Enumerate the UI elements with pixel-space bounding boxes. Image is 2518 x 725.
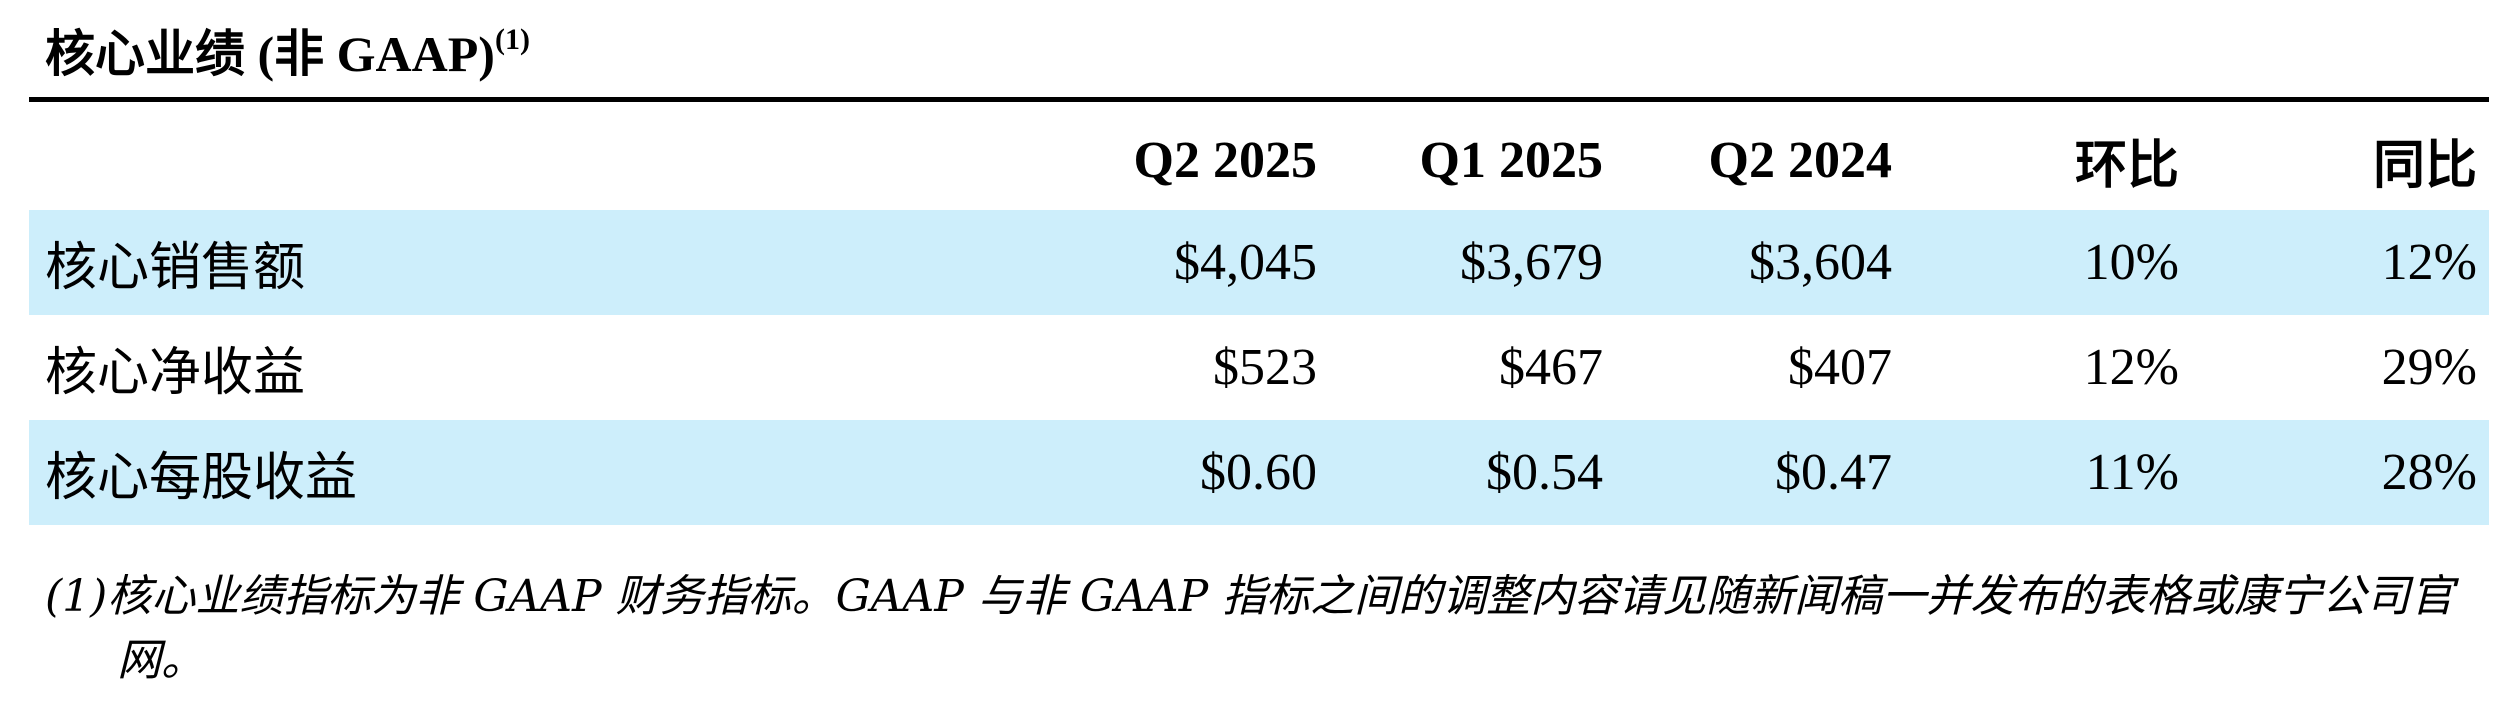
title-text: 核心业绩 (非 GAAP) (45, 26, 495, 82)
cell: 28% (2191, 420, 2489, 525)
note-ref: (1) (494, 23, 530, 56)
table-body: 核心销售额 $4,045 $3,679 $3,604 10% 12% 核心净收益 $523 $4… (29, 210, 2489, 525)
cell: $407 (1788, 339, 1892, 396)
header-row: Q2 2025 Q1 2025 Q2 2024 环比 同比 (29, 102, 2489, 210)
row-label: 核心每股收益 (29, 420, 1059, 525)
rule (29, 97, 2489, 102)
column-header: 环比 (2074, 137, 2179, 195)
cell: $3,604 (1615, 210, 1904, 315)
column-header: Q2 2024 (1708, 131, 1892, 189)
footnote-marker: (1) (45, 571, 108, 622)
cell: $4,045 (1059, 210, 1329, 315)
cell: $0.47 (1615, 420, 1904, 525)
table-row: 核心每股收益 $0.60 $0.54 $0.47 11% 28% (29, 420, 2489, 525)
footnote: (1)核心业绩指标为非 GAAP 财务指标。GAAP 与非 GAAP 指标之间的… (45, 565, 2497, 693)
row-label: 核心销售额 (29, 210, 1059, 315)
column-header: Q1 2025 (1419, 131, 1603, 189)
row-label: 核心净收益 (45, 345, 306, 402)
cell: $3,679 (1329, 210, 1615, 315)
cell: 12% (2191, 210, 2489, 315)
table-row: 核心净收益 $523 $467 $407 12% 29% (29, 315, 2489, 420)
cell: 29% (2381, 339, 2477, 396)
cell: $467 (1499, 339, 1603, 396)
table-row: 核心销售额 $4,045 $3,679 $3,604 10% 12% (29, 210, 2489, 315)
cell: $523 (1213, 339, 1317, 396)
cell: 10% (1904, 210, 2191, 315)
footnote-text: 核心业绩指标为非 GAAP 财务指标。GAAP 与非 GAAP 指标之间的调整内… (107, 571, 2455, 686)
table: Q2 2025 Q1 2025 Q2 2024 环比 同比 核心销售额 $4,045 $3,… (29, 102, 2489, 525)
cell: 12% (2083, 339, 2179, 396)
column-header: 同比 (2372, 137, 2477, 195)
title: 核心业绩 (非 GAAP)(1) (45, 14, 530, 86)
cell: $0.60 (1059, 420, 1329, 525)
blank-header (29, 102, 1059, 210)
column-header: Q2 2025 (1133, 131, 1317, 189)
cell: 11% (1904, 420, 2191, 525)
cell: $0.54 (1329, 420, 1615, 525)
